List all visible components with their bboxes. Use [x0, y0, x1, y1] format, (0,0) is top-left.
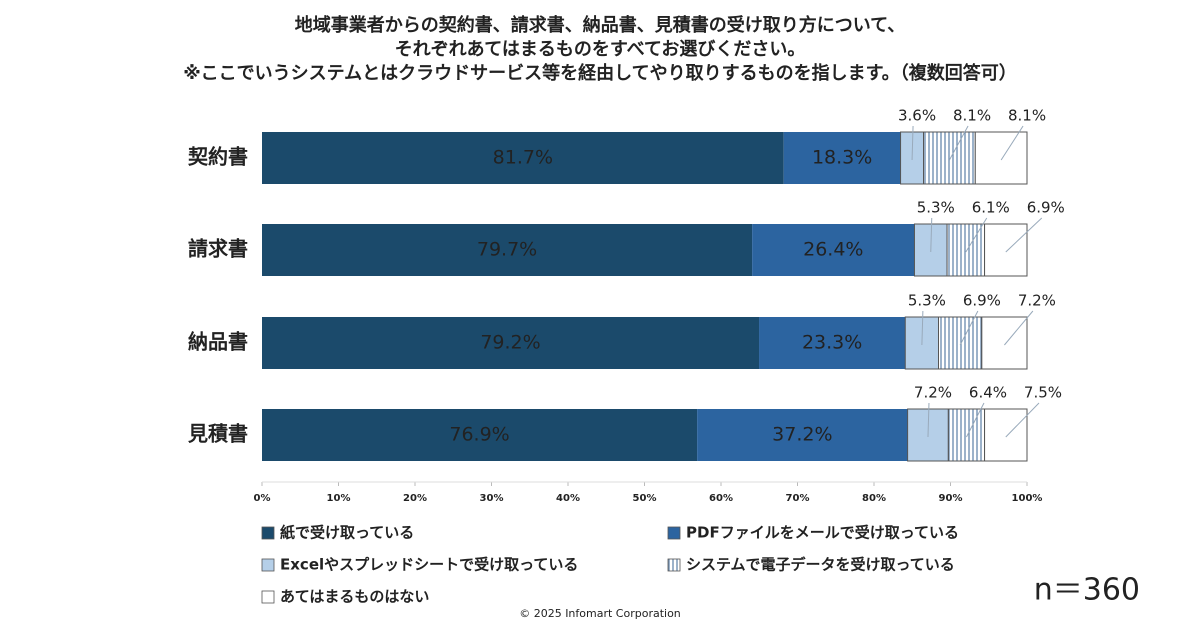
x-tick-label: 70%: [786, 493, 810, 504]
leader-line: [959, 310, 979, 346]
legend-swatch: [261, 558, 275, 572]
x-tick-label: 90%: [939, 493, 963, 504]
y-tick-label: 請求書: [188, 237, 248, 261]
x-tick-label: 20%: [403, 493, 427, 504]
leader-line: [1005, 217, 1043, 253]
bar-segment: [981, 316, 1028, 370]
value-label: 81.7%: [493, 147, 553, 169]
source: © 2025 Infomart Corporation: [519, 607, 681, 620]
bar-segment: [262, 317, 760, 369]
leader-line: [948, 125, 969, 161]
bar-segment: [783, 132, 901, 184]
value-label: 23.3%: [802, 332, 862, 354]
leader-line: [911, 125, 914, 161]
bar-segment: [923, 131, 976, 185]
bar-segment: [946, 223, 986, 277]
x-tick-label: 40%: [556, 493, 580, 504]
value-label: 79.2%: [480, 332, 540, 354]
bar-segment: [752, 224, 915, 276]
y-tick-label: 契約書: [187, 145, 248, 169]
value-label: 37.2%: [772, 424, 832, 446]
chart-title: 地域事業者からの契約書、請求書、納品書、見積書の受け取り方について、: [295, 14, 906, 36]
x-tick-label: 50%: [633, 493, 657, 504]
value-label: 3.6%: [898, 107, 936, 125]
value-label: 76.9%: [449, 424, 509, 446]
x-tick-label: 30%: [480, 493, 504, 504]
bar-segment: [984, 223, 1028, 277]
legend-label: Excelやスプレッドシートで受け取っている: [280, 556, 578, 574]
leader-line: [921, 310, 924, 346]
bar-segment: [697, 409, 908, 461]
value-label: 5.3%: [917, 199, 955, 217]
bar-segment: [974, 131, 1028, 185]
value-label: 7.5%: [1024, 384, 1062, 402]
bar-segment: [759, 317, 906, 369]
x-tick-label: 0%: [254, 493, 271, 504]
x-tick-label: 60%: [709, 493, 733, 504]
value-label: 7.2%: [914, 384, 952, 402]
value-label: 8.1%: [953, 107, 991, 125]
bar-segment: [984, 408, 1028, 462]
legend-label: 紙で受け取っている: [280, 524, 414, 542]
legend-swatch: [667, 558, 681, 572]
bar-segment: [262, 132, 784, 184]
legend-swatch: [261, 526, 275, 540]
value-label: 8.1%: [1008, 107, 1046, 125]
leader-line: [930, 217, 933, 253]
bar-segment: [947, 408, 986, 462]
x-tick-label: 80%: [862, 493, 886, 504]
value-label: 6.9%: [1027, 199, 1065, 217]
legend-swatch: [261, 590, 275, 604]
value-label: 18.3%: [812, 147, 872, 169]
value-label: 7.2%: [1018, 292, 1056, 310]
leader-line: [1000, 125, 1024, 161]
x-tick-label: 10%: [327, 493, 351, 504]
legend-label: システムで電子データを受け取っている: [686, 556, 955, 574]
leader-line: [966, 402, 985, 438]
bar-segment: [262, 224, 753, 276]
bar-segment: [938, 316, 983, 370]
y-tick-label: 見積書: [188, 422, 248, 446]
chart-title: それぞれあてはまるものをすべてお選びください。: [395, 39, 806, 60]
legend-swatch: [667, 526, 681, 540]
value-label: 6.1%: [972, 199, 1010, 217]
chart-title: ※ここでいうシステムとはクラウドサービス等を経由してやり取りするものを指します。…: [183, 62, 1017, 84]
sample-size: n＝360: [1034, 573, 1140, 608]
value-label: 6.4%: [969, 384, 1007, 402]
y-tick-label: 納品書: [188, 330, 248, 354]
leader-line: [1005, 402, 1040, 438]
value-label: 5.3%: [908, 292, 946, 310]
value-label: 26.4%: [803, 239, 863, 261]
leader-line: [927, 402, 930, 438]
value-label: 79.7%: [477, 239, 537, 261]
leader-line: [965, 217, 988, 253]
legend-label: あてはまるものはない: [280, 588, 429, 606]
x-tick-label: 100%: [1012, 493, 1043, 504]
leader-line: [1004, 310, 1034, 346]
legend-label: PDFファイルをメールで受け取っている: [686, 524, 959, 542]
value-label: 6.9%: [963, 292, 1001, 310]
bar-segment: [262, 409, 698, 461]
